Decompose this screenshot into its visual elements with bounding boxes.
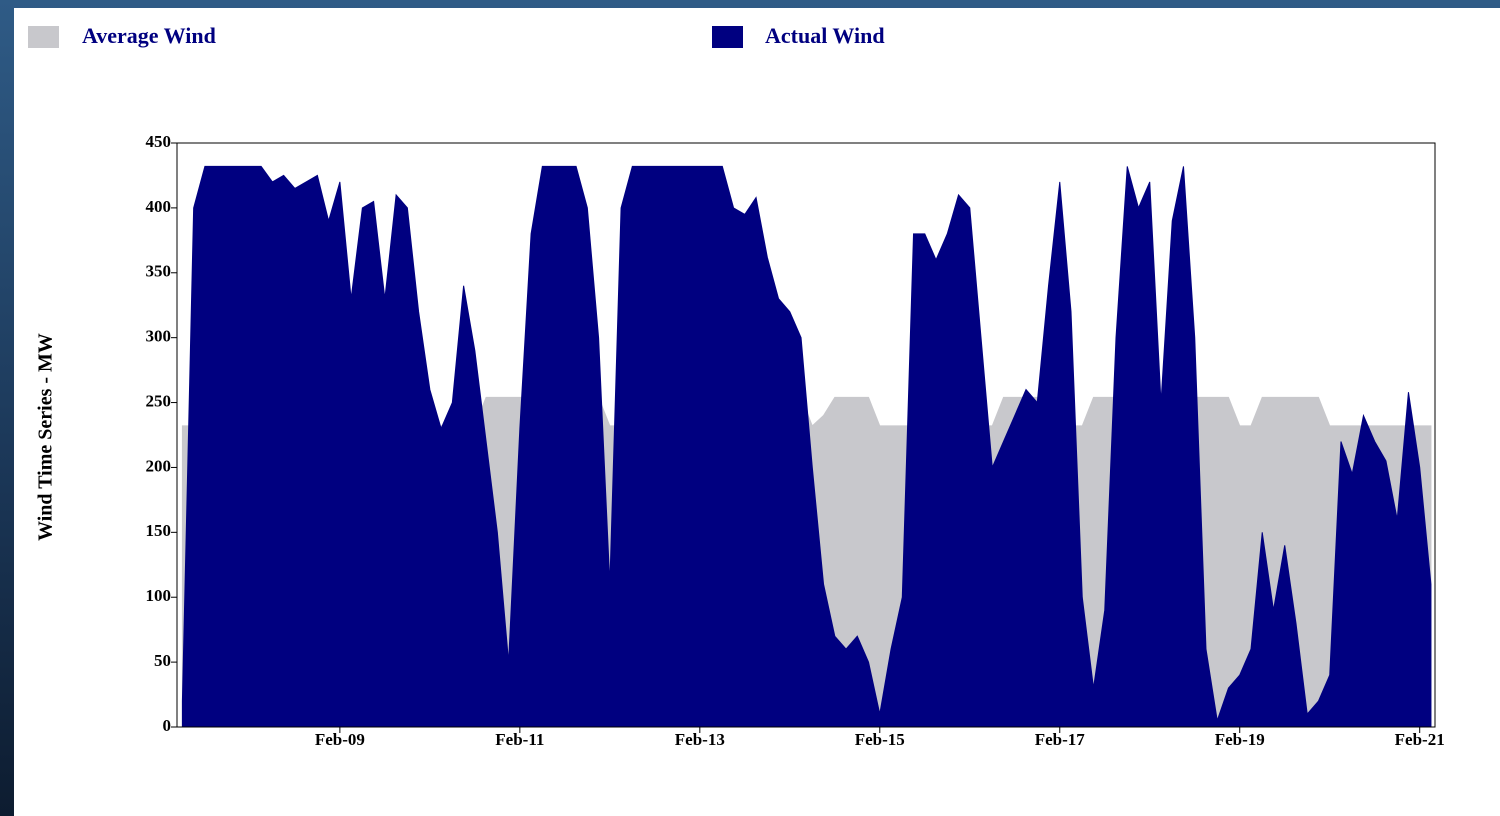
x-tick-label: Feb-15	[855, 730, 905, 749]
legend-swatch	[28, 26, 59, 48]
y-tick-label: 250	[146, 391, 172, 410]
legend-label: Actual Wind	[765, 23, 885, 48]
y-tick-label: 350	[146, 262, 172, 281]
y-tick-label: 400	[146, 197, 172, 216]
y-tick-label: 300	[146, 327, 172, 346]
x-tick-label: Feb-21	[1395, 730, 1445, 749]
y-tick-label: 200	[146, 456, 172, 475]
y-tick-label: 100	[146, 586, 172, 605]
plot-frame	[176, 142, 1436, 728]
legend-swatch	[712, 26, 743, 48]
x-tick-label: Feb-13	[675, 730, 725, 749]
x-tick-label: Feb-09	[315, 730, 365, 749]
y-axis-label: Wind Time Series - MW	[35, 333, 57, 541]
y-tick-label: 50	[154, 651, 171, 670]
y-tick-label: 0	[163, 716, 172, 735]
y-tick-label: 150	[146, 521, 172, 540]
x-tick-label: Feb-19	[1215, 730, 1265, 749]
x-tick-label: Feb-17	[1035, 730, 1086, 749]
y-tick-label: 450	[146, 132, 172, 151]
x-tick-label: Feb-11	[495, 730, 544, 749]
area	[181, 165, 1432, 728]
legend-label: Average Wind	[82, 23, 216, 48]
